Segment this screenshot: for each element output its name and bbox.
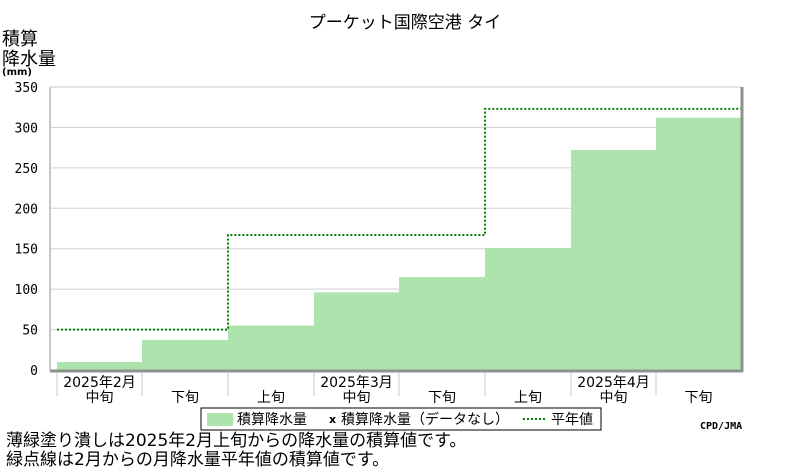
y-tick-label: 350	[15, 81, 38, 96]
y-tick-label: 300	[15, 121, 38, 136]
credit-label: CPD/JMA	[700, 421, 743, 432]
y-tick-label: 50	[22, 324, 38, 339]
x-axis-ticks: 中旬 下旬 上旬 中旬 下旬 上旬 中旬 下旬 2025年2月 2025年3月 2025年4月	[56, 372, 713, 406]
month-label: 2025年2月	[63, 375, 136, 391]
x-tick-label: 中旬	[600, 390, 628, 406]
x-tick-label: 中旬	[86, 390, 114, 406]
note-line-2: 緑点線は2月からの月降水量平年値の積算値です。	[6, 450, 390, 470]
chart-title: プーケット国際空港 タイ	[309, 13, 501, 33]
x-tick-label: 下旬	[685, 390, 713, 406]
area-step	[314, 292, 399, 370]
month-label: 2025年4月	[577, 375, 650, 391]
legend: 積算降水量 x 積算降水量（データなし） 平年値	[200, 407, 602, 431]
area-step	[142, 340, 228, 370]
y-axis-label-line2: 降水量	[2, 49, 56, 70]
legend-label-accumulated: 積算降水量	[237, 412, 307, 428]
x-tick-label: 上旬	[514, 390, 542, 406]
accumulated-precip-area	[57, 117, 741, 371]
x-tick-label: 上旬	[257, 390, 285, 406]
y-tick-label: 250	[15, 162, 38, 177]
y-tick-label: 200	[15, 202, 38, 217]
y-axis-ticks: 0 50 100 150 200 250 300 350	[15, 81, 38, 379]
y-axis-unit: (mm)	[2, 67, 32, 78]
area-step	[571, 150, 656, 370]
legend-x-marker: x	[329, 413, 336, 426]
legend-box	[200, 407, 602, 431]
normal-step-line	[57, 107, 741, 331]
y-tick-label: 100	[15, 283, 38, 298]
x-tick-label: 下旬	[428, 390, 456, 406]
area-step	[656, 117, 741, 371]
plot-frame	[49, 86, 744, 373]
legend-label-normal: 平年値	[551, 412, 593, 428]
y-axis-label-line1: 積算	[2, 29, 38, 50]
x-tick-label: 下旬	[171, 390, 199, 406]
area-step	[399, 277, 485, 370]
legend-swatch-fill	[207, 413, 233, 426]
area-step	[57, 361, 142, 370]
y-tick-label: 150	[15, 243, 38, 258]
x-tick-label: 中旬	[343, 390, 371, 406]
month-label: 2025年3月	[320, 375, 393, 391]
area-step	[485, 247, 571, 370]
y-tick-label: 0	[30, 364, 38, 379]
note-line-1: 薄緑塗り潰しは2025年2月上旬からの降水量の積算値です。	[6, 431, 467, 451]
normal-value-line	[57, 107, 741, 331]
area-step	[228, 325, 314, 370]
legend-label-nodata: 積算降水量（データなし）	[341, 411, 509, 428]
